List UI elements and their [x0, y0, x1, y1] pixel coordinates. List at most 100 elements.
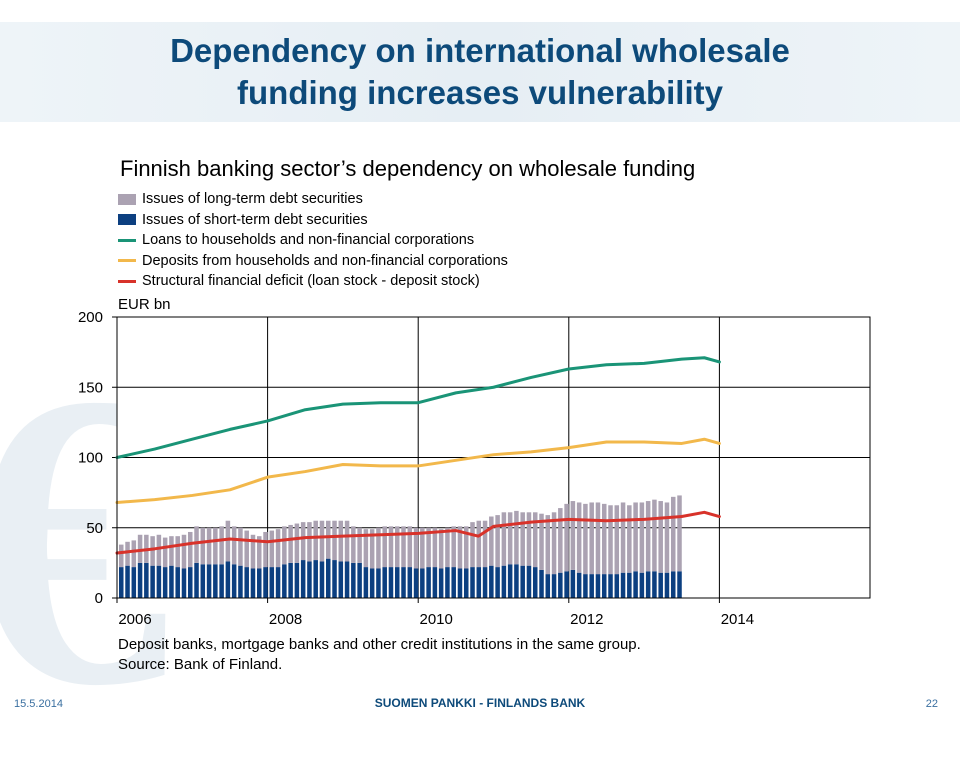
- y-tick-label: 200: [78, 309, 103, 326]
- chart-plot: 0 50 100 150 200 2006 2008 2010 2012 2014: [78, 309, 871, 628]
- bar-short-term: [194, 562, 199, 598]
- legend-item-deposits: Deposits from households and non-financi…: [118, 251, 508, 272]
- bar-short-term: [369, 568, 375, 598]
- bar-long-term: [338, 520, 344, 562]
- bar-short-term: [206, 564, 212, 598]
- y-tick-label: 0: [95, 590, 103, 607]
- title-band: [0, 22, 960, 122]
- legend-label: Structural financial deficit (loan stock…: [142, 273, 480, 290]
- bar-short-term: [532, 567, 538, 598]
- bar-short-term: [181, 568, 187, 598]
- bar-long-term: [532, 512, 538, 568]
- bar-long-term: [633, 502, 638, 572]
- bar-short-term: [288, 562, 293, 598]
- bar-long-term: [489, 516, 494, 566]
- bar-long-term: [514, 510, 519, 565]
- bar-short-term: [620, 572, 626, 598]
- bar-short-term: [294, 562, 300, 598]
- bar-long-term: [388, 526, 394, 568]
- bar-long-term: [156, 534, 162, 566]
- bar-short-term: [282, 564, 287, 598]
- legend-item-loans: Loans to households and non-financial co…: [118, 230, 508, 251]
- bar-long-term: [595, 502, 601, 575]
- bar-short-term: [325, 558, 331, 598]
- bar-short-term: [332, 560, 337, 598]
- bar-short-term: [589, 574, 594, 598]
- bar-short-term: [558, 572, 563, 598]
- bar-short-term: [645, 571, 651, 598]
- plot-frame: [116, 316, 871, 599]
- bar-long-term: [426, 527, 431, 568]
- bar-long-term: [394, 526, 400, 568]
- bar-long-term: [269, 530, 275, 568]
- bar-short-term: [595, 574, 601, 598]
- bar-short-term: [413, 568, 419, 598]
- bar-long-term: [495, 515, 500, 568]
- slide-title-line2: funding increases vulnerability: [237, 74, 723, 111]
- series-line-deposits: [115, 437, 721, 504]
- bar-long-term: [307, 522, 312, 562]
- bar-long-term: [420, 527, 425, 569]
- bar-short-term: [608, 574, 613, 598]
- bar-long-term: [457, 526, 463, 569]
- bar-long-term: [445, 527, 450, 568]
- x-tick-label: 2008: [269, 611, 302, 628]
- bar-long-term: [583, 503, 588, 575]
- bar-short-term: [119, 567, 124, 598]
- bar-long-term: [539, 513, 544, 570]
- bar-short-term: [501, 565, 507, 598]
- bar-short-term: [200, 564, 206, 598]
- bar-short-term: [187, 567, 193, 598]
- bar-long-term: [313, 520, 318, 561]
- bar-short-term: [250, 568, 256, 598]
- legend-swatch-short-term: [118, 214, 136, 226]
- bar-long-term: [351, 526, 356, 563]
- legend-swatch-loans: [118, 238, 136, 242]
- bar-long-term: [344, 520, 350, 562]
- bar-short-term: [238, 565, 243, 598]
- bar-long-term: [627, 505, 632, 573]
- bar-long-term: [282, 526, 287, 565]
- bar-short-term: [156, 565, 162, 598]
- legend-label: Deposits from households and non-financi…: [142, 252, 508, 269]
- bar-long-term: [601, 503, 607, 575]
- bar-long-term: [526, 512, 532, 566]
- bar-short-term: [363, 567, 369, 598]
- bar-long-term: [200, 527, 206, 565]
- bar-long-term: [275, 529, 281, 568]
- x-tick-label: 2010: [420, 611, 453, 628]
- bar-long-term: [570, 501, 576, 570]
- bar-short-term: [539, 569, 544, 598]
- bar-short-term: [470, 567, 475, 598]
- footer-bank-name: SUOMEN PANKKI - FINLANDS BANK: [374, 696, 586, 710]
- bar-long-term: [231, 526, 237, 565]
- slide-title: Dependency on international wholesale fu…: [0, 30, 960, 114]
- bar-long-term: [614, 505, 620, 575]
- bar-short-term: [652, 571, 657, 598]
- bar-short-term: [627, 572, 632, 598]
- bar-long-term: [300, 522, 306, 561]
- bar-long-term: [137, 534, 143, 563]
- bar-short-term: [313, 560, 318, 598]
- bar-long-term: [639, 502, 645, 573]
- bar-short-term: [388, 567, 394, 598]
- bar-short-term: [551, 574, 557, 598]
- bar-long-term: [263, 531, 268, 568]
- bar-long-term: [181, 534, 187, 569]
- bar-short-term: [489, 565, 494, 598]
- bar-short-term: [394, 567, 400, 598]
- bar-short-term: [514, 564, 519, 598]
- bar-short-term: [658, 572, 663, 598]
- series-line-deficit: [115, 510, 721, 555]
- bar-short-term: [219, 564, 224, 598]
- bar-short-term: [457, 568, 463, 598]
- bar-short-term: [351, 562, 356, 598]
- bar-short-term: [445, 567, 450, 598]
- bar-long-term: [294, 523, 300, 563]
- bar-long-term: [507, 512, 513, 565]
- bar-short-term: [583, 574, 588, 598]
- bar-short-term: [670, 571, 676, 598]
- bar-long-term: [256, 536, 262, 569]
- bar-short-term: [570, 569, 576, 598]
- bar-short-term: [520, 565, 525, 598]
